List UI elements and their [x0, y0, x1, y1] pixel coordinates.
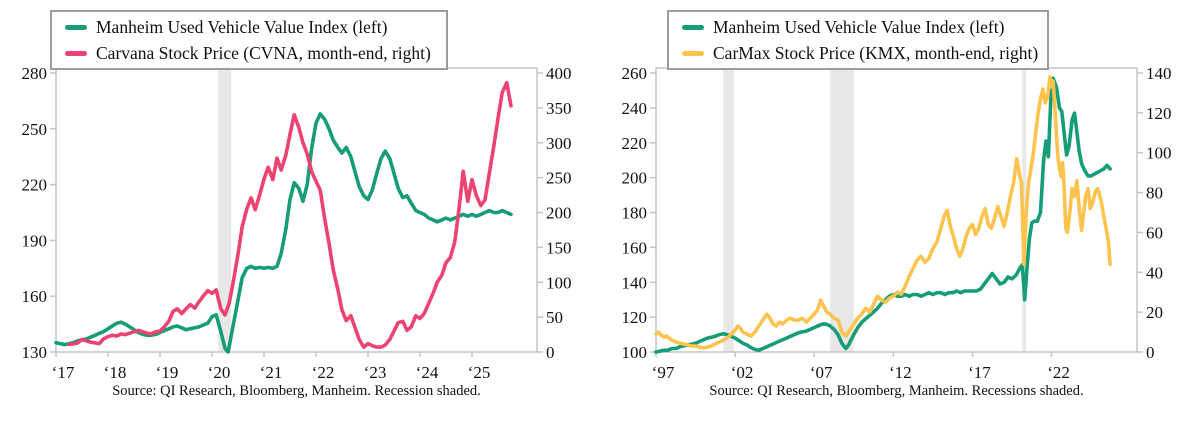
x-axis-tick-label: ‘02: [731, 363, 754, 382]
right-axis-tick-label: 200: [546, 204, 572, 223]
manheim-line-swatch-icon: [65, 24, 87, 30]
series-line-carmax-stock-price-kmx-month-end: [654, 75, 1112, 350]
plot-border: [55, 67, 538, 353]
right-axis-tick-label: 60: [1146, 223, 1163, 242]
manheim-carmax-chart: 100 120 140 160 180 200 220 240 260 0 20 40 60 80 100 1…: [600, 0, 1200, 427]
carvana-line-swatch-icon: [65, 50, 87, 56]
left-axis-tick-label: 190: [22, 231, 48, 250]
left-axis-tick-label: 120: [622, 308, 648, 327]
legend-label: Manheim Used Vehicle Value Index (left): [96, 17, 388, 37]
carmax-line-swatch-icon: [682, 50, 704, 56]
left-axis-tick-label: 240: [622, 99, 648, 118]
right-axis-tick-label: 0: [546, 343, 555, 362]
left-axis-tick-label: 180: [622, 204, 648, 223]
legend-item: Carvana Stock Price (CVNA, month-end, ri…: [65, 41, 438, 65]
carvana-chart-plot: 130 160 190 220 250 280 0 50 100 150 200 250 300 350 4…: [22, 64, 572, 382]
carmax-chart-plot: 100 120 140 160 180 200 220 240 260 0 20 40 60 80 100 1…: [622, 64, 1172, 382]
legend-item: Manheim Used Vehicle Value Index (left): [682, 15, 1039, 39]
series-line-manheim-used-vehicle-value-index: [654, 76, 1112, 354]
right-axis-tick-label: 150: [546, 238, 572, 257]
x-axis-tick-label: ‘17: [968, 363, 991, 382]
recession-band: [830, 68, 854, 352]
right-axis-tick-label: 350: [546, 99, 572, 118]
left-axis-tick-label: 100: [622, 343, 648, 362]
x-axis-tick-label: ‘19: [156, 363, 179, 382]
x-axis-tick-label: ‘24: [416, 363, 439, 382]
legend: Manheim Used Vehicle Value Index (left) …: [50, 10, 448, 70]
right-axis-tick-label: 400: [546, 64, 572, 83]
x-axis-tick-label: ‘97: [652, 363, 675, 382]
legend-item: CarMax Stock Price (KMX, month-end, righ…: [682, 41, 1039, 65]
x-axis-tick-label: ‘25: [468, 363, 491, 382]
x-axis-tick-label: ‘22: [312, 363, 335, 382]
recession-band: [218, 68, 232, 352]
x-axis-tick-label: ‘18: [104, 363, 127, 382]
source-note: Source: QI Research, Bloomberg, Manheim.…: [112, 383, 481, 399]
x-axis-tick-label: ‘23: [364, 363, 387, 382]
left-axis-tick-label: 260: [622, 64, 648, 83]
left-axis-tick-label: 220: [22, 176, 48, 195]
right-axis-tick-label: 40: [1146, 263, 1163, 282]
x-axis-tick-label: ‘21: [260, 363, 283, 382]
legend-label: CarMax Stock Price (KMX, month-end, righ…: [713, 43, 1039, 63]
left-axis-tick-label: 250: [22, 120, 48, 139]
left-axis-tick-label: 130: [22, 343, 48, 362]
x-axis-tick-label: ‘17: [52, 363, 75, 382]
recession-band: [1022, 68, 1027, 352]
legend-item: Manheim Used Vehicle Value Index (left): [65, 15, 438, 39]
right-axis-tick-label: 300: [546, 134, 572, 153]
manheim-line-swatch-icon: [682, 24, 704, 30]
series-line-carvana-stock-price-cvna-month-end: [67, 81, 513, 349]
left-axis-tick-label: 220: [622, 134, 648, 153]
legend: Manheim Used Vehicle Value Index (left) …: [667, 10, 1049, 70]
right-axis-tick-label: 120: [1146, 104, 1172, 123]
source-note: Source: QI Research, Bloomberg, Manheim.…: [709, 383, 1084, 399]
left-axis-tick-label: 280: [22, 64, 48, 83]
right-axis-tick-label: 100: [546, 273, 572, 292]
right-axis-tick-label: 250: [546, 169, 572, 188]
x-axis-tick-label: ‘20: [208, 363, 231, 382]
left-axis-tick-label: 160: [622, 238, 648, 257]
recession-band: [723, 68, 734, 352]
x-axis-tick-label: ‘22: [1047, 363, 1070, 382]
manheim-carvana-chart: 130 160 190 220 250 280 0 50 100 150 200 250 300 350 4…: [22, 10, 572, 399]
legend-label: Manheim Used Vehicle Value Index (left): [713, 17, 1005, 37]
series-line-manheim-used-vehicle-value-index: [54, 112, 513, 354]
left-axis-tick-label: 160: [22, 287, 48, 306]
x-axis-tick-label: ‘12: [889, 363, 912, 382]
left-axis-tick-label: 200: [622, 169, 648, 188]
right-axis-tick-label: 140: [1146, 64, 1172, 83]
right-axis-tick-label: 50: [546, 308, 563, 327]
legend-label: Carvana Stock Price (CVNA, month-end, ri…: [96, 43, 431, 63]
right-axis-tick-label: 100: [1146, 144, 1172, 163]
left-axis-tick-label: 140: [622, 273, 648, 292]
right-axis-tick-label: 80: [1146, 184, 1163, 203]
right-axis-tick-label: 20: [1146, 303, 1163, 322]
right-axis-tick-label: 0: [1146, 343, 1155, 362]
x-axis-tick-label: ‘07: [810, 363, 833, 382]
